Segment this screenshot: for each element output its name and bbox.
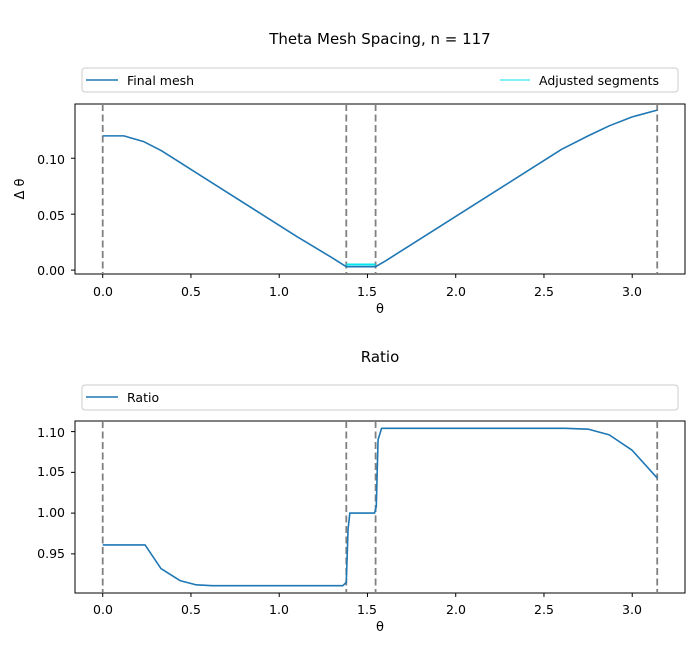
x-axis-label: θ bbox=[376, 620, 384, 635]
x-tick-label: 0.0 bbox=[93, 284, 113, 299]
x-tick-label: 2.5 bbox=[534, 602, 554, 617]
x-tick-label: 2.0 bbox=[446, 284, 466, 299]
x-tick-label: 2.5 bbox=[534, 284, 554, 299]
legend: Ratio bbox=[81, 384, 679, 411]
y-tick-label: 1.10 bbox=[37, 425, 65, 440]
x-tick-label: 3.0 bbox=[622, 284, 642, 299]
final-mesh-line bbox=[102, 109, 658, 268]
x-tick-label: 1.0 bbox=[269, 602, 289, 617]
chart-title: Theta Mesh Spacing, n = 117 bbox=[268, 30, 490, 48]
x-tick-label: 1.5 bbox=[357, 284, 377, 299]
x-tick-label: 2.0 bbox=[446, 602, 466, 617]
legend-label-adjusted-segments: Adjusted segments bbox=[539, 73, 659, 88]
x-tick-label: 3.0 bbox=[622, 602, 642, 617]
x-axis-label: θ bbox=[376, 302, 384, 317]
y-tick-label: 0.05 bbox=[37, 208, 65, 223]
y-axis-label: Δ θ bbox=[13, 178, 28, 199]
legend: Final mesh Adjusted segments bbox=[81, 67, 679, 93]
plot-area bbox=[71, 420, 686, 597]
x-tick-labels: 0.0 0.5 1.0 1.5 2.0 2.5 3.0 bbox=[93, 284, 642, 299]
chart-title: Ratio bbox=[361, 348, 400, 366]
x-tick-label: 0.0 bbox=[93, 602, 113, 617]
legend-label-final-mesh: Final mesh bbox=[127, 73, 194, 88]
legend-frame bbox=[81, 384, 679, 411]
y-tick-labels: 0.00 0.05 0.10 bbox=[37, 152, 65, 278]
ratio-line bbox=[102, 427, 658, 587]
y-tick-label: 0.95 bbox=[37, 546, 65, 561]
x-tick-label: 0.5 bbox=[181, 602, 201, 617]
mesh-spacing-panel: Theta Mesh Spacing, n = 117 Final mesh A… bbox=[13, 30, 686, 317]
legend-frame bbox=[81, 67, 679, 93]
x-tick-label: 0.5 bbox=[181, 284, 201, 299]
axes-frame bbox=[74, 103, 686, 275]
y-tick-label: 1.00 bbox=[37, 505, 65, 520]
y-tick-label: 0.00 bbox=[37, 263, 65, 278]
ratio-panel: Ratio Ratio 0.0 0.5 1.0 1.5 2.0 2.5 3.0 … bbox=[37, 348, 686, 635]
y-tick-labels: 0.95 1.00 1.05 1.10 bbox=[37, 425, 65, 561]
x-tick-labels: 0.0 0.5 1.0 1.5 2.0 2.5 3.0 bbox=[93, 602, 642, 617]
axes-frame bbox=[74, 420, 686, 594]
x-tick-label: 1.0 bbox=[269, 284, 289, 299]
legend-label-ratio: Ratio bbox=[127, 390, 159, 405]
x-tick-label: 1.5 bbox=[357, 602, 377, 617]
y-tick-label: 0.10 bbox=[37, 152, 65, 167]
plot-area bbox=[71, 103, 686, 278]
y-tick-label: 1.05 bbox=[37, 464, 65, 479]
